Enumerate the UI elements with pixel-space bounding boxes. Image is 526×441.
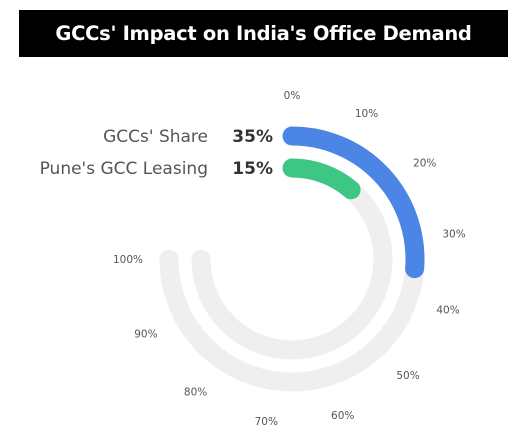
tick-label: 80% [184,387,207,399]
tick-label: 30% [442,228,465,240]
tick-label: 0% [284,90,301,102]
tick-label: 60% [331,410,354,422]
tick-label: 70% [255,416,278,428]
bar-1 [282,158,361,200]
series-label: GCCs' Share [103,127,208,147]
tick-label: 50% [396,370,419,382]
tick-label: 10% [355,108,378,120]
title-banner: GCCs' Impact on India's Office Demand [19,10,508,57]
series-value-label: 35% [232,127,273,147]
bar-0 [282,126,425,279]
series-label: Pune's GCC Leasing [40,159,208,179]
tick-label: 100% [113,254,143,266]
tick-label: 40% [436,305,459,317]
chart-title: GCCs' Impact on India's Office Demand [55,22,472,45]
tick-label: 20% [413,158,436,170]
series-value-label: 15% [232,159,273,179]
tick-label: 90% [134,329,157,341]
